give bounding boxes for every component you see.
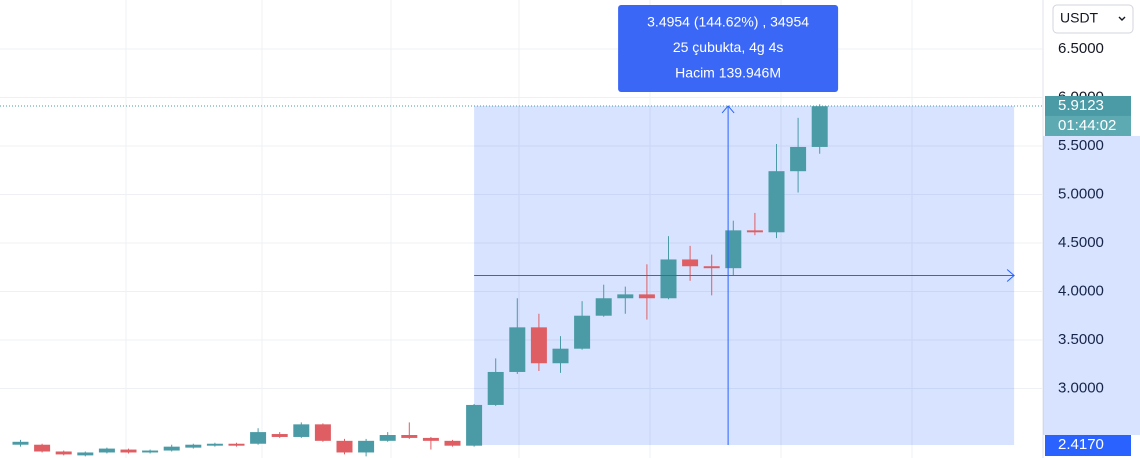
- candle-body: [703, 266, 720, 269]
- candle-body: [660, 259, 677, 299]
- last-price-label: 5.9123: [1058, 97, 1104, 114]
- y-tick-label: 4.5000: [1058, 234, 1104, 251]
- measure-low-badge: [1045, 435, 1131, 457]
- measure-tooltip-line: 3.4954 (144.62%) , 34954: [647, 14, 809, 30]
- candle-body: [552, 348, 569, 364]
- candle-body: [358, 440, 375, 453]
- candle-body: [34, 444, 51, 452]
- candle-body: [682, 259, 699, 267]
- y-tick-label: 5.5000: [1058, 137, 1104, 154]
- candle-body: [185, 444, 202, 448]
- candle-body: [250, 432, 267, 444]
- y-tick-label: 6.5000: [1058, 40, 1104, 57]
- candle-body: [98, 448, 115, 453]
- candle-body: [142, 450, 159, 453]
- candle-body: [487, 371, 504, 405]
- candle-body: [379, 435, 396, 441]
- y-tick-label: 3.0000: [1058, 379, 1104, 396]
- currency-selector[interactable]: USDT: [1052, 4, 1134, 34]
- candle-body: [293, 424, 310, 437]
- candle-body: [206, 443, 223, 446]
- measure-h-arrowhead: [1006, 269, 1015, 282]
- dropdown-arrow[interactable]: [1118, 16, 1126, 21]
- y-tick-label: 5.0000: [1058, 185, 1104, 202]
- measure-v-arrowhead: [721, 105, 735, 114]
- candle-body: [746, 230, 763, 233]
- candle-body: [768, 171, 785, 233]
- candle-body: [790, 146, 807, 172]
- candle-body: [422, 437, 439, 441]
- candle-body: [638, 294, 655, 299]
- candle-body: [12, 441, 29, 445]
- measure-low-label: 2.4170: [1058, 436, 1104, 453]
- candle-body: [336, 440, 353, 453]
- candle-body: [595, 298, 612, 316]
- currency-label[interactable]: USDT: [1060, 10, 1099, 26]
- y-tick-label: 4.0000: [1058, 282, 1104, 299]
- candle-body: [574, 315, 591, 349]
- candle-body: [466, 404, 483, 446]
- measure-axis-band: [1043, 135, 1140, 436]
- last-price-badge: [1045, 95, 1131, 116]
- currency-box[interactable]: [1052, 4, 1134, 34]
- candle-body: [314, 424, 331, 441]
- measure-tooltip-line: 25 çubukta, 4g 4s: [673, 39, 784, 55]
- candle-body: [120, 449, 137, 453]
- candle-body: [271, 434, 288, 437]
- countdown-badge: [1045, 115, 1131, 136]
- candle-body: [444, 440, 461, 446]
- candle-body: [401, 435, 418, 438]
- countdown-label: 01:44:02: [1058, 117, 1116, 134]
- candle-body: [530, 327, 547, 364]
- candle-body: [811, 106, 828, 147]
- measure-tooltip-line: Hacim 139.946M: [675, 65, 781, 81]
- candle-body: [77, 452, 94, 456]
- measure-tooltip: [618, 5, 839, 92]
- candle-body: [163, 446, 180, 451]
- candle-body: [509, 327, 526, 372]
- y-tick-label: 3.5000: [1058, 331, 1104, 348]
- candle-body: [55, 451, 72, 455]
- candle-body: [228, 443, 245, 446]
- candle-body: [617, 294, 634, 299]
- candle-body: [725, 230, 742, 269]
